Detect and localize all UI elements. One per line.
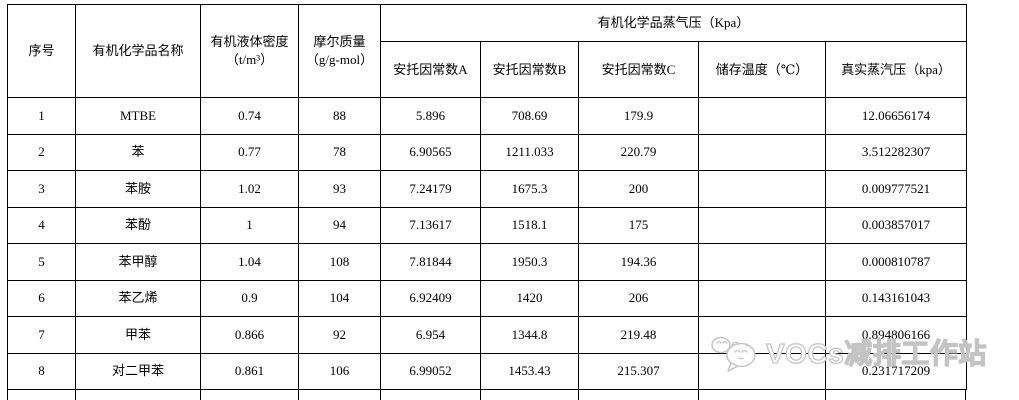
cell-molar-mass: 94 <box>298 206 381 244</box>
header-molar-mass-line1: 摩尔质量 <box>313 34 366 50</box>
cell-density: 0.866 <box>200 316 299 354</box>
header-seq: 序号 <box>7 4 76 98</box>
cell-seq: 7 <box>7 316 76 354</box>
table-row: 3 苯胺 1.02 93 7.24179 1675.3 200 0.009777521 <box>7 170 968 208</box>
cell-antoine-b: 1344.8 <box>480 316 579 354</box>
cell-name: MTBE <box>75 97 201 135</box>
cell-density: 0.77 <box>200 133 299 171</box>
cell-molar-mass: 78 <box>298 133 381 171</box>
cell-antoine-a: 7.81844 <box>380 243 481 281</box>
cell-antoine-a: 7.13617 <box>380 206 481 244</box>
cell-antoine-c: 219.48 <box>578 316 699 354</box>
cell-seq: 8 <box>7 352 76 390</box>
header-liquid-density-line2: （t/m³） <box>225 52 274 67</box>
cell-name: 对二甲苯 <box>75 352 201 390</box>
cell-density: 0.74 <box>200 97 299 135</box>
cell-true-vapor-pressure: 0.231717209 <box>824 352 968 390</box>
table-row: 4 苯酚 1 94 7.13617 1518.1 175 0.003857017 <box>7 206 968 244</box>
cell-name: 苯酚 <box>75 206 201 244</box>
cell-true-vapor-pressure: 0.143161043 <box>824 279 968 317</box>
cell-density: 1.02 <box>200 170 299 208</box>
table-row: 5 苯甲醇 1.04 108 7.81844 1950.3 194.36 0.00081078… <box>7 243 968 281</box>
cell-antoine-c: 200 <box>578 170 699 208</box>
cell-antoine-c: 206 <box>578 279 699 317</box>
cell-antoine-b: 1675.3 <box>480 170 579 208</box>
cell-antoine-a: 5.896 <box>380 97 481 135</box>
cell-storage-temp <box>698 243 826 281</box>
cell-molar-mass: 92 <box>298 316 381 354</box>
cell-antoine-c: 179.9 <box>578 97 699 135</box>
table-row: 1 MTBE 0.74 88 5.896 708.69 179.9 12.06656174 <box>7 97 968 135</box>
cell-antoine-a: 6.90565 <box>380 133 481 171</box>
cell-antoine-b: 1420 <box>480 279 579 317</box>
cell-true-vapor-pressure: 12.06656174 <box>824 97 968 135</box>
cell-storage-temp <box>698 170 826 208</box>
cell-antoine-b: 1950.3 <box>480 243 579 281</box>
header-liquid-density-line1: 有机液体密度 <box>210 34 289 50</box>
cell-storage-temp <box>698 97 826 135</box>
cell-storage-temp <box>698 279 826 317</box>
table-row: 2 苯 0.77 78 6.90565 1211.033 220.79 3.512282307 <box>7 133 968 171</box>
cell-antoine-c: 194.36 <box>578 243 699 281</box>
cell-antoine-b: 1518.1 <box>480 206 579 244</box>
header-chemical-name: 有机化学品名称 <box>75 4 201 98</box>
cell-seq: 6 <box>7 279 76 317</box>
table-row: 7 甲苯 0.866 92 6.954 1344.8 219.48 0.894806166 <box>7 316 968 354</box>
cell-true-vapor-pressure: 0.894806166 <box>824 316 968 354</box>
cell-storage-temp <box>698 206 826 244</box>
header-liquid-density: 有机液体密度 （t/m³） <box>200 4 299 98</box>
cell-true-vapor-pressure: 0.000810787 <box>824 243 968 281</box>
cell-name: 苯甲醇 <box>75 243 201 281</box>
cell-antoine-a: 7.24179 <box>380 170 481 208</box>
cell-name: 甲苯 <box>75 316 201 354</box>
table-row: 8 对二甲苯 0.861 106 6.99052 1453.43 215.307 0.2317… <box>7 352 968 390</box>
table-row: 6 苯乙烯 0.9 104 6.92409 1420 206 0.143161043 <box>7 279 968 317</box>
cell-name: 苯胺 <box>75 170 201 208</box>
cell-storage-temp <box>698 316 826 354</box>
cell-seq: 4 <box>7 206 76 244</box>
cell-seq: 1 <box>7 97 76 135</box>
cell-antoine-c: 220.79 <box>578 133 699 171</box>
cell-antoine-a: 6.92409 <box>380 279 481 317</box>
cell-density: 1 <box>200 206 299 244</box>
cell-seq: 3 <box>7 170 76 208</box>
header-antoine-a: 安托因常数A <box>380 41 481 98</box>
cell-antoine-c: 215.307 <box>578 352 699 390</box>
cell-name: 苯 <box>75 133 201 171</box>
header-true-vapor-pressure: 真实蒸汽压（kpa） <box>824 41 968 98</box>
cell-antoine-a: 6.99052 <box>380 352 481 390</box>
cell-molar-mass: 93 <box>298 170 381 208</box>
cell-antoine-b: 1211.033 <box>480 133 579 171</box>
cell-true-vapor-pressure: 3.512282307 <box>824 133 968 171</box>
cell-molar-mass: 108 <box>298 243 381 281</box>
cell-seq: 2 <box>7 133 76 171</box>
header-row-group: 序号 有机化学品名称 有机液体密度 （t/m³） 摩尔质量 （g/g-mol） … <box>7 4 968 98</box>
header-antoine-c: 安托因常数C <box>578 41 699 98</box>
cell-molar-mass: 88 <box>298 97 381 135</box>
header-antoine-b: 安托因常数B <box>480 41 579 98</box>
cell-antoine-c: 175 <box>578 206 699 244</box>
cell-antoine-b: 708.69 <box>480 97 579 135</box>
header-molar-mass: 摩尔质量 （g/g-mol） <box>298 4 381 98</box>
cell-name: 苯乙烯 <box>75 279 201 317</box>
cell-density: 0.9 <box>200 279 299 317</box>
cell-antoine-a: 6.954 <box>380 316 481 354</box>
cell-storage-temp <box>698 133 826 171</box>
header-storage-temp: 储存温度（℃） <box>698 41 826 98</box>
cell-true-vapor-pressure: 0.003857017 <box>824 206 968 244</box>
cell-storage-temp <box>698 352 826 390</box>
cell-true-vapor-pressure: 0.009777521 <box>824 170 968 208</box>
header-row-sub: 安托因常数A 安托因常数B 安托因常数C 储存温度（℃） 真实蒸汽压（kpa） <box>8 41 968 98</box>
chemical-vapor-pressure-table: 序号 有机化学品名称 有机液体密度 （t/m³） 摩尔质量 （g/g-mol） … <box>7 4 968 390</box>
cell-seq: 5 <box>7 243 76 281</box>
header-vapor-pressure-group: 有机化学品蒸气压（Kpa） <box>379 4 968 42</box>
cell-antoine-b: 1453.43 <box>480 352 579 390</box>
header-molar-mass-line2: （g/g-mol） <box>305 52 374 67</box>
cell-density: 0.861 <box>200 352 299 390</box>
cell-molar-mass: 104 <box>298 279 381 317</box>
cell-density: 1.04 <box>200 243 299 281</box>
cell-molar-mass: 106 <box>298 352 381 390</box>
table-continuation-stubs <box>0 390 1019 400</box>
